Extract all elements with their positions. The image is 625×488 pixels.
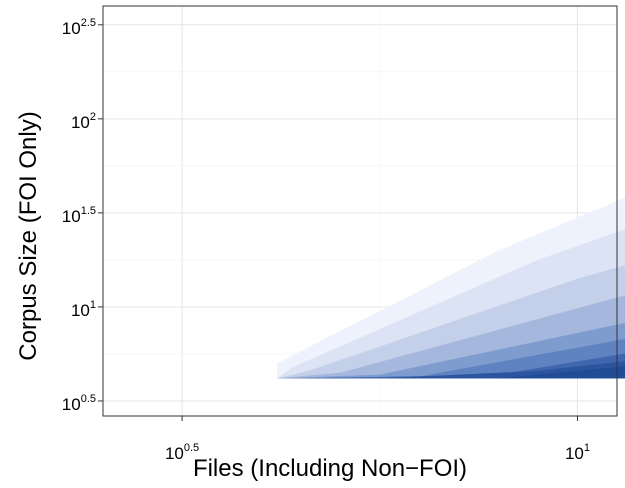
y-tick-label-2: 101.5 xyxy=(62,205,96,226)
y-axis-ticks: 100.5 101 101.5 102 102.5 xyxy=(62,17,103,414)
y-axis-label: Corpus Size (FOI Only) xyxy=(15,111,42,360)
x-tick-label-1: 101 xyxy=(565,442,590,463)
density-contours xyxy=(277,197,625,379)
density-level-9 xyxy=(498,366,625,379)
x-tick-label-0: 100.5 xyxy=(165,442,199,463)
plot-border xyxy=(102,5,618,417)
y-tick-label-1: 101 xyxy=(71,299,96,320)
x-axis-label: Files (Including Non−FOI) xyxy=(193,455,467,482)
y-tick-label-4: 102.5 xyxy=(62,17,96,38)
y-tick-label-0: 100.5 xyxy=(62,393,96,414)
y-tick-label-3: 102 xyxy=(71,111,96,132)
